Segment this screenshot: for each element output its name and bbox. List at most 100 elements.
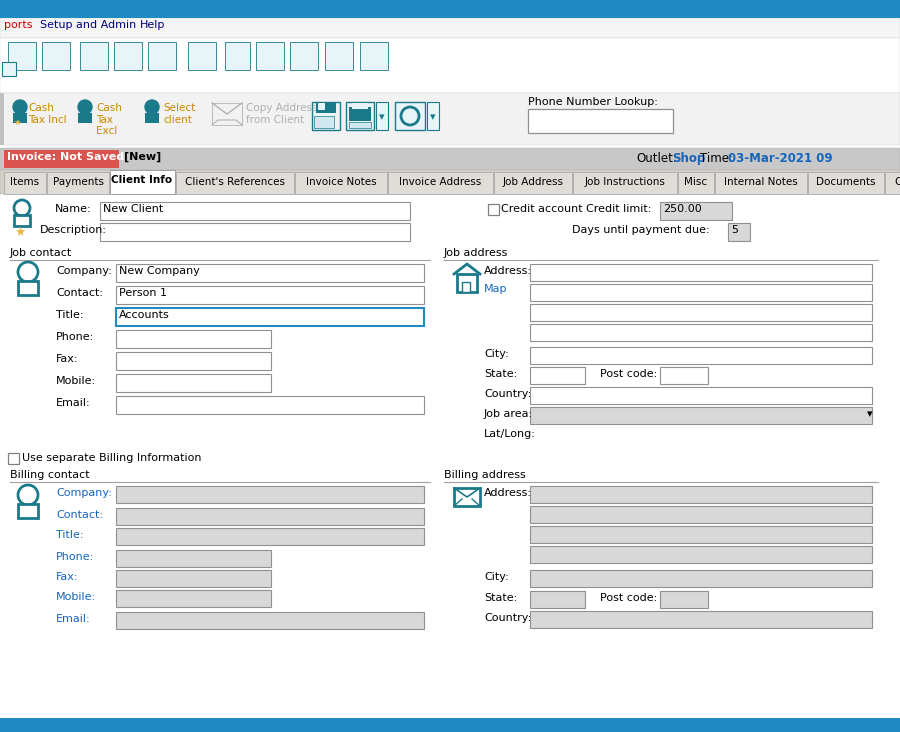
Text: ▾: ▾	[430, 112, 436, 122]
Text: Cash
Tax
Excl: Cash Tax Excl	[96, 103, 122, 136]
Bar	[530, 367, 585, 384]
Text: Mobile:: Mobile:	[56, 592, 96, 602]
Bar	[388, 172, 493, 194]
Bar	[528, 109, 673, 133]
Bar	[47, 172, 109, 194]
Bar	[0, 0, 900, 18]
Text: Address:: Address:	[484, 488, 532, 498]
Bar	[0, 93, 900, 145]
Text: Phone:: Phone:	[56, 332, 94, 342]
Bar	[80, 42, 108, 70]
Bar	[728, 223, 750, 241]
Bar	[454, 488, 480, 506]
Text: Country:: Country:	[484, 613, 531, 623]
Text: Cash
Tax Incl: Cash Tax Incl	[28, 103, 67, 124]
Bar	[116, 570, 271, 587]
Bar	[295, 172, 387, 194]
Bar	[78, 113, 92, 123]
Bar	[494, 172, 572, 194]
Text: Company:: Company:	[56, 266, 112, 276]
Bar	[110, 170, 175, 194]
Bar	[212, 103, 242, 125]
Text: Contact:: Contact:	[56, 510, 103, 520]
Text: Contact:: Contact:	[56, 288, 103, 298]
Text: [New]: [New]	[124, 152, 161, 163]
Bar	[116, 330, 271, 348]
Bar	[8, 453, 19, 464]
Bar	[116, 590, 271, 607]
Bar	[530, 546, 872, 563]
Bar	[376, 102, 388, 130]
Text: Job Instructions: Job Instructions	[585, 177, 665, 187]
Text: ports: ports	[4, 20, 32, 30]
Bar	[116, 508, 424, 525]
Bar	[4, 172, 46, 194]
Bar	[530, 387, 872, 404]
Bar	[116, 486, 424, 503]
Bar	[530, 570, 872, 587]
Text: Map: Map	[484, 284, 508, 294]
Bar	[13, 113, 27, 123]
Text: Country:: Country:	[484, 389, 531, 399]
Text: Post code:: Post code:	[600, 593, 657, 603]
Bar	[678, 172, 714, 194]
Text: Communication: Communication	[895, 177, 900, 187]
Bar	[176, 172, 294, 194]
Bar	[0, 18, 900, 38]
Text: Lat/Long:: Lat/Long:	[484, 429, 536, 439]
Bar	[530, 611, 872, 628]
Text: Items: Items	[11, 177, 40, 187]
Text: State:: State:	[484, 593, 518, 603]
Bar	[312, 102, 340, 130]
Bar	[530, 264, 872, 281]
Bar	[225, 42, 250, 70]
Circle shape	[145, 100, 159, 114]
Bar	[715, 172, 807, 194]
Bar	[0, 38, 900, 93]
Text: Use separate Billing Information: Use separate Billing Information	[22, 453, 202, 463]
Text: Job Address: Job Address	[502, 177, 563, 187]
Text: Address:: Address:	[484, 266, 532, 276]
Text: Post code:: Post code:	[600, 369, 657, 379]
Text: Shop: Shop	[672, 152, 706, 165]
Bar	[0, 148, 900, 170]
Bar	[14, 215, 30, 226]
Bar	[530, 591, 585, 608]
Bar	[457, 274, 477, 292]
Bar	[4, 150, 119, 168]
Text: ★: ★	[14, 226, 25, 239]
Text: New Company: New Company	[119, 266, 200, 276]
Text: Description:: Description:	[40, 225, 107, 235]
Text: New Client: New Client	[103, 204, 163, 214]
Bar	[488, 204, 499, 215]
Bar	[346, 102, 374, 130]
Text: Outlet:: Outlet:	[636, 152, 677, 165]
Text: Title:: Title:	[56, 530, 84, 540]
Text: Job area:: Job area:	[484, 409, 533, 419]
Text: Select
client: Select client	[163, 103, 195, 124]
Text: Title:: Title:	[56, 310, 84, 320]
Text: Billing address: Billing address	[444, 470, 526, 480]
Text: Person 1: Person 1	[119, 288, 167, 298]
Bar	[116, 612, 424, 629]
Bar	[116, 286, 424, 304]
Text: Client's References: Client's References	[185, 177, 285, 187]
Circle shape	[13, 100, 27, 114]
Bar	[148, 42, 176, 70]
Text: State:: State:	[484, 369, 518, 379]
Bar	[100, 223, 410, 241]
Bar	[2, 62, 16, 76]
Bar	[145, 113, 159, 123]
Text: Company:: Company:	[56, 488, 112, 498]
Bar	[530, 324, 872, 341]
Bar	[325, 42, 353, 70]
Bar	[0, 718, 900, 732]
Text: Fax:: Fax:	[56, 354, 78, 364]
Text: Email:: Email:	[56, 614, 91, 624]
Bar	[256, 42, 284, 70]
Bar	[530, 347, 872, 364]
Bar	[660, 591, 708, 608]
Circle shape	[78, 100, 92, 114]
Bar	[290, 42, 318, 70]
Bar	[808, 172, 884, 194]
